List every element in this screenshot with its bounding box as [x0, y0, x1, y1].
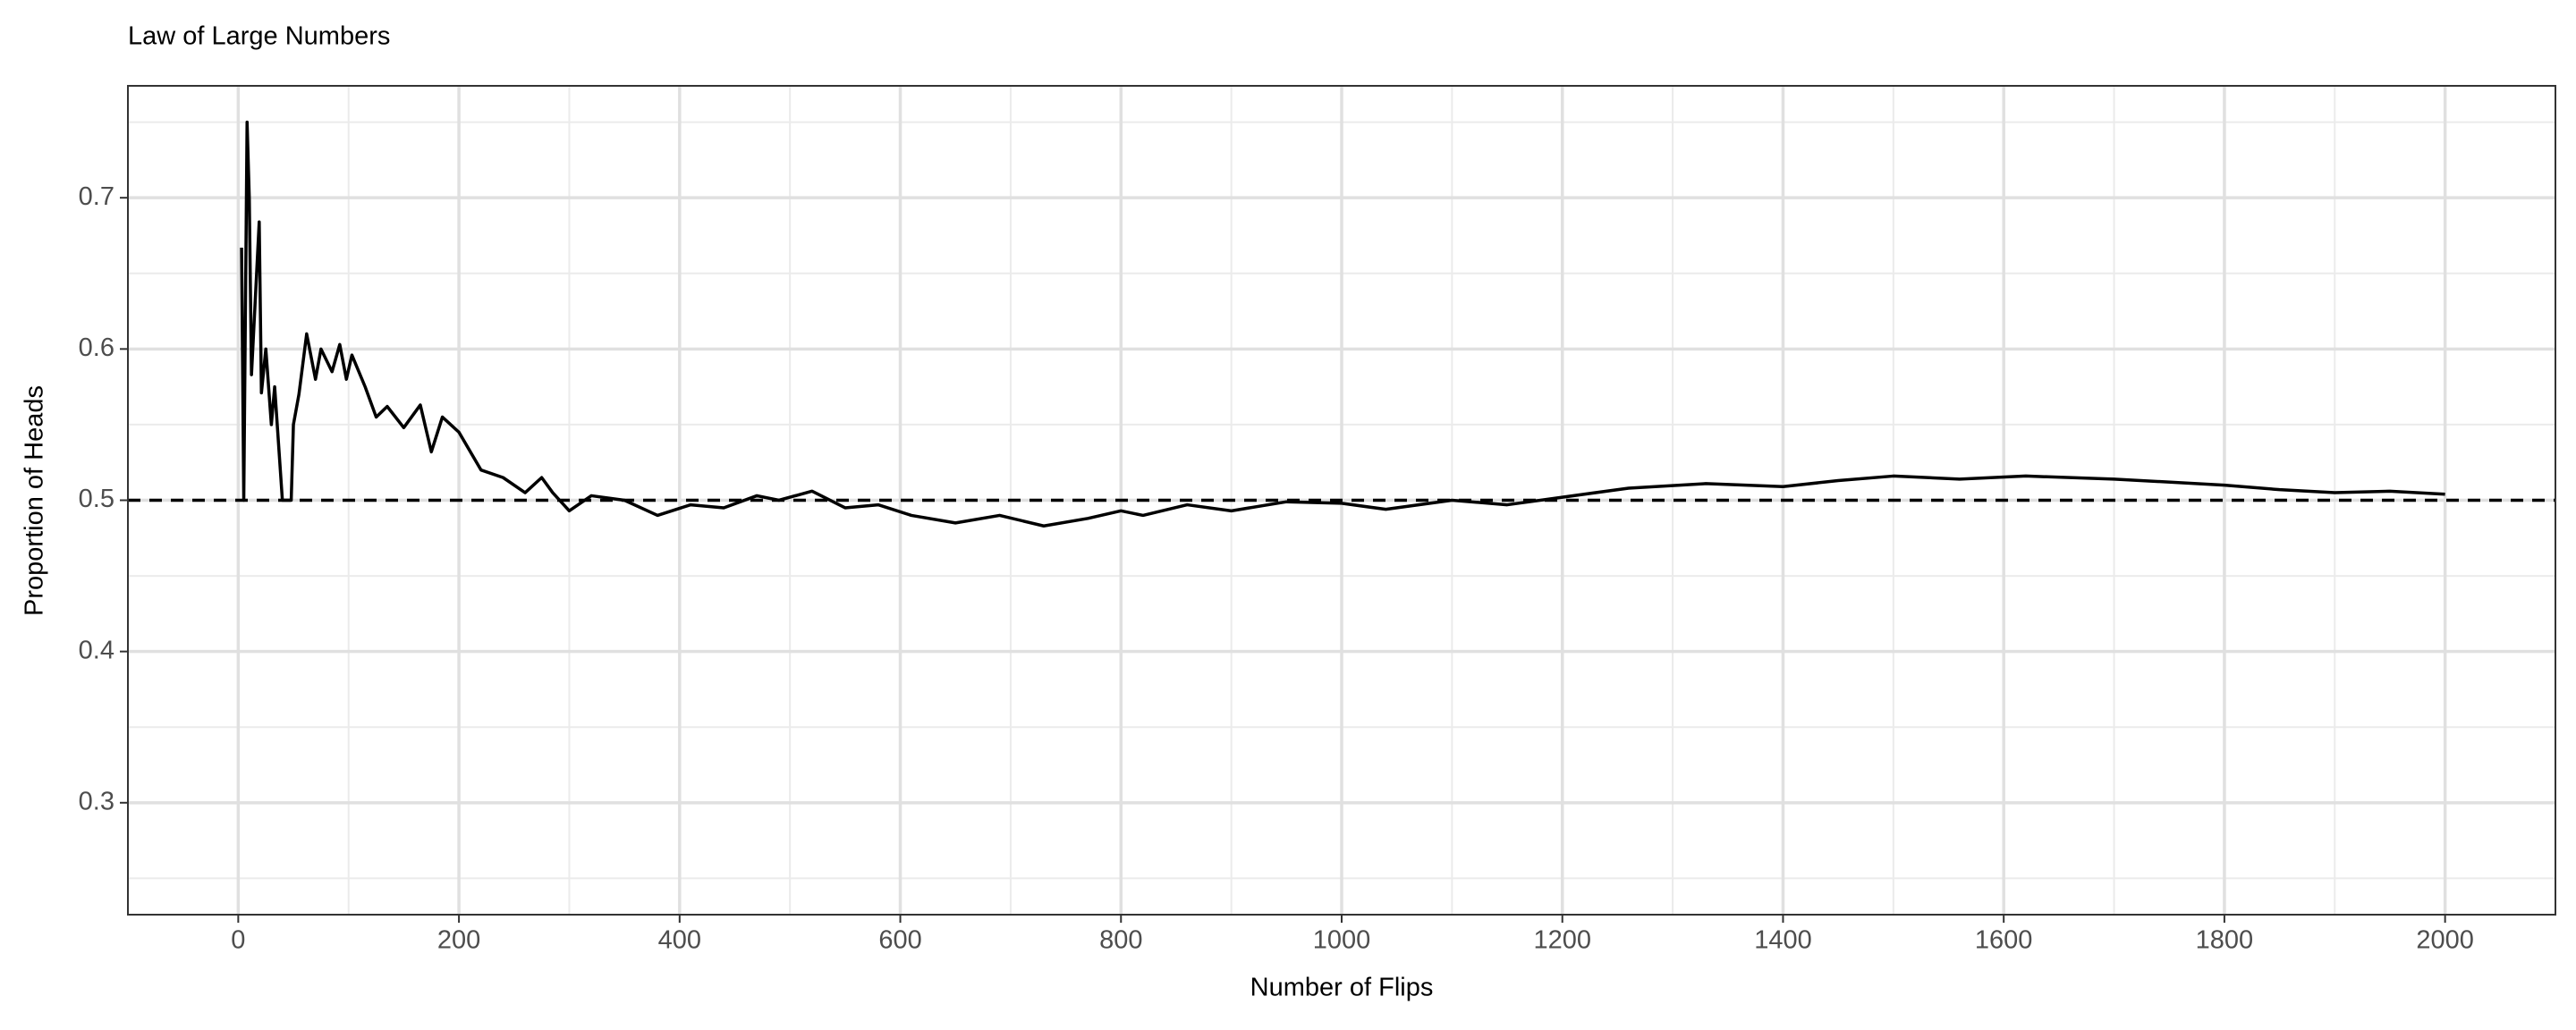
x-tick-label: 1000 [1313, 926, 1371, 955]
x-tick-label: 400 [658, 926, 701, 955]
y-tick-label: 0.3 [79, 787, 114, 815]
x-tick-label: 1600 [1975, 926, 2033, 955]
y-tick-label: 0.6 [79, 333, 114, 362]
y-tick-label: 0.5 [79, 485, 114, 513]
plot-border [127, 85, 2556, 916]
y-tick-label: 0.7 [79, 182, 114, 211]
y-axis-title: Proportion of Heads [21, 385, 49, 616]
x-tick-label: 200 [437, 926, 480, 955]
x-tick-label: 2000 [2416, 926, 2474, 955]
x-tick-label: 1800 [2196, 926, 2254, 955]
x-tick-label: 1400 [1754, 926, 1812, 955]
x-tick-label: 600 [878, 926, 921, 955]
x-tick-label: 0 [231, 926, 245, 955]
x-tick-label: 800 [1099, 926, 1142, 955]
x-axis-title: Number of Flips [1250, 974, 1434, 1002]
chart-title: Law of Large Numbers [128, 22, 390, 51]
x-tick-label: 1200 [1533, 926, 1591, 955]
y-tick-label: 0.4 [79, 636, 114, 664]
